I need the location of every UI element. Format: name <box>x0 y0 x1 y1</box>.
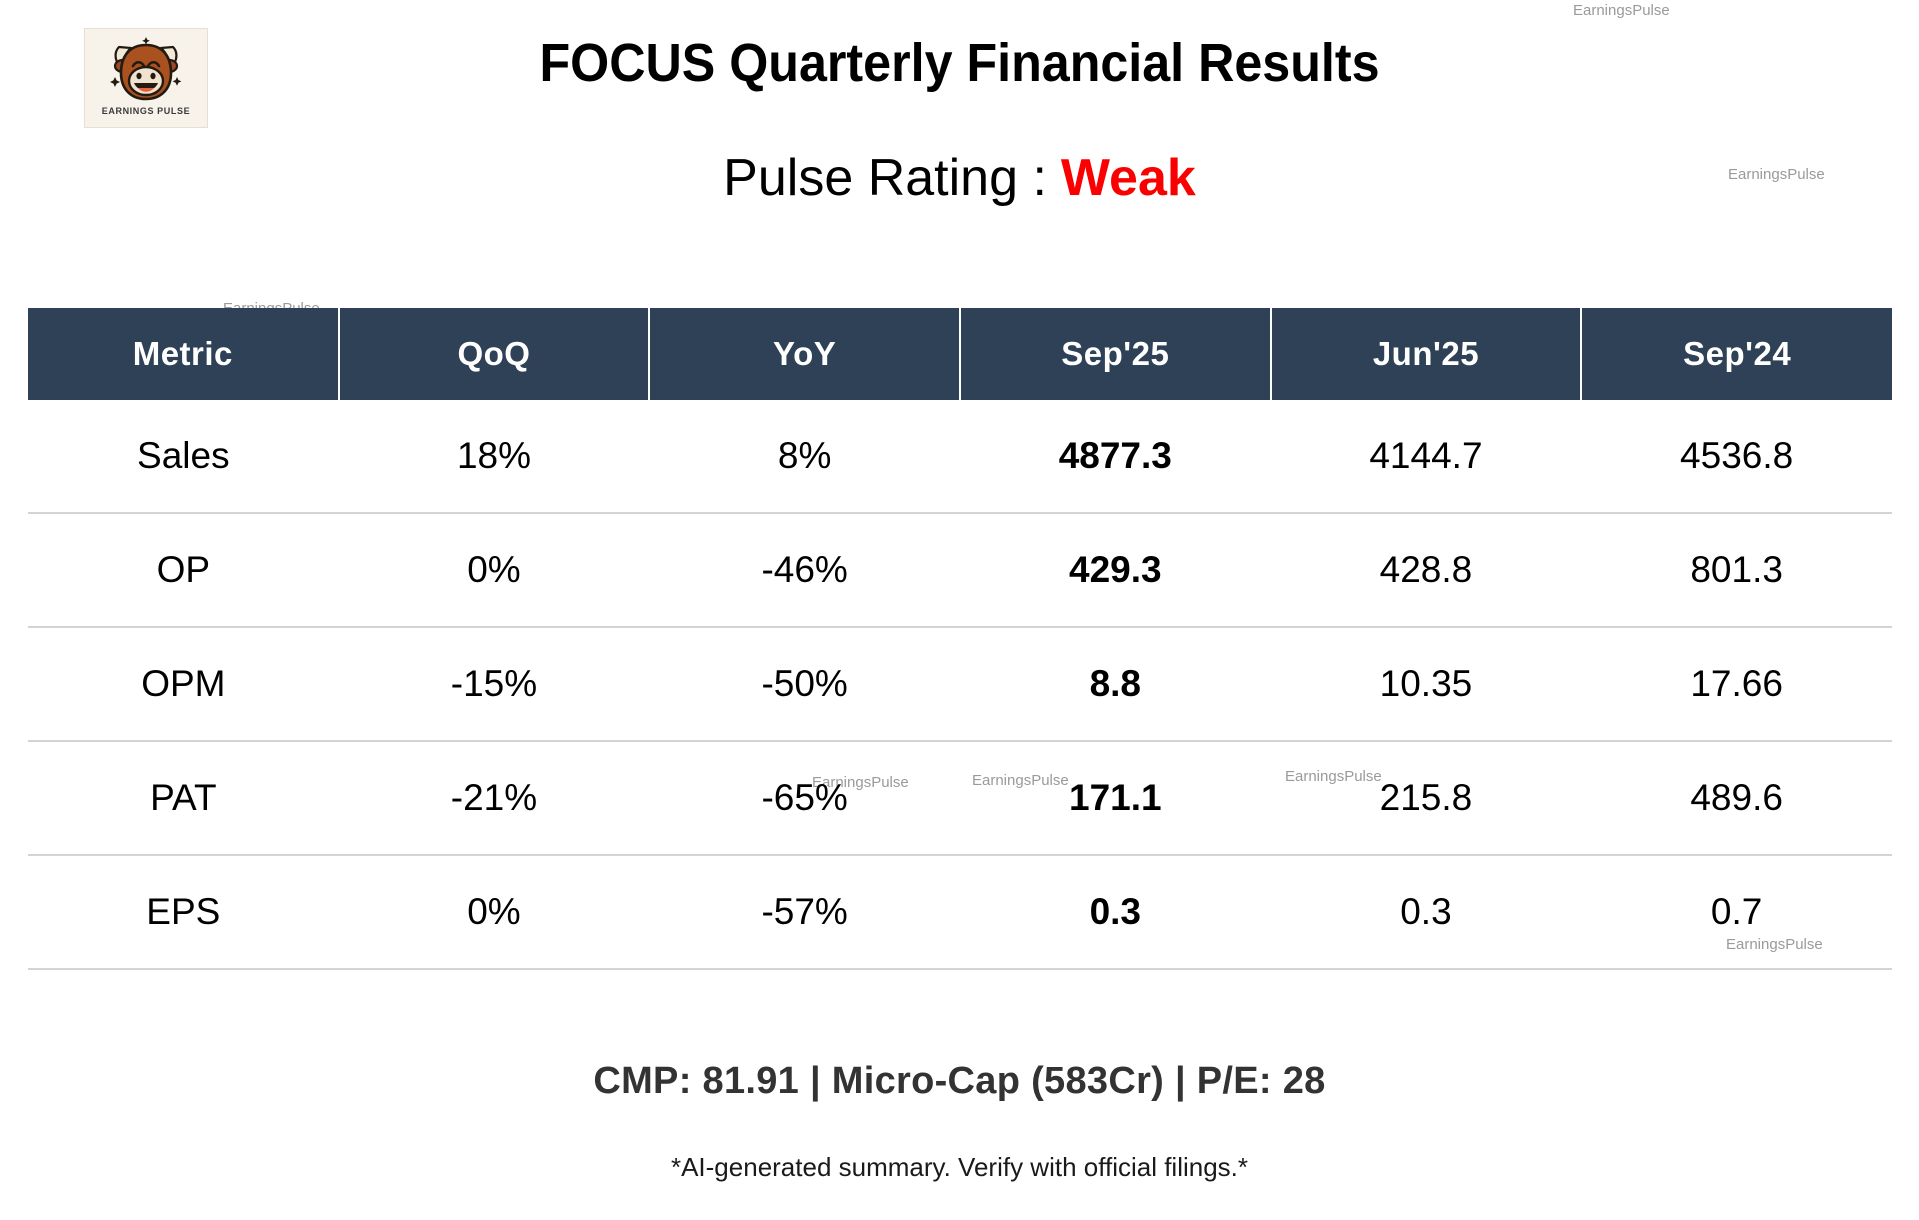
page-title: FOCUS Quarterly Financial Results <box>539 33 1380 93</box>
cell-yoy: -50% <box>649 627 960 742</box>
pulse-rating: Pulse Rating : Weak <box>0 148 1919 208</box>
results-table-container: Metric QoQ YoY Sep'25 Jun'25 Sep'24 Sale… <box>28 308 1892 970</box>
cell-yoy: -46% <box>649 513 960 628</box>
table-row: OPM -15% -50% 8.8 10.35 17.66 <box>28 627 1892 742</box>
cell-previous: 4144.7 <box>1270 400 1582 514</box>
table-row: EPS 0% -57% 0.3 0.3 0.7 <box>28 855 1892 970</box>
cell-year-ago: 801.3 <box>1581 513 1892 628</box>
cell-previous: 428.8 <box>1270 513 1582 628</box>
cell-metric: EPS <box>28 855 339 970</box>
bull-head-icon <box>107 33 185 105</box>
cell-qoq: 0% <box>338 855 650 970</box>
column-header-jun25: Jun'25 <box>1270 308 1583 400</box>
cell-qoq: -15% <box>338 627 650 742</box>
cell-previous: 10.35 <box>1270 627 1582 742</box>
cell-previous: 0.3 <box>1270 855 1582 970</box>
cell-qoq: 18% <box>338 400 650 514</box>
cell-current: 8.8 <box>959 627 1271 742</box>
pulse-rating-value: Weak <box>1060 149 1196 207</box>
table-row: Sales 18% 8% 4877.3 4144.7 4536.8 <box>28 400 1892 514</box>
cell-current: 4877.3 <box>959 400 1271 514</box>
cell-metric: OPM <box>28 627 339 742</box>
watermark: EarningsPulse <box>1573 2 1670 19</box>
cell-year-ago: 489.6 <box>1581 741 1892 856</box>
cell-current: 429.3 <box>959 513 1271 628</box>
cell-previous: 215.8 <box>1270 741 1582 856</box>
cell-year-ago: 0.7 <box>1581 855 1892 970</box>
column-header-yoy: YoY <box>649 308 961 400</box>
cell-metric: OP <box>28 513 339 628</box>
cell-metric: PAT <box>28 741 339 856</box>
cell-yoy: -65% <box>649 741 960 856</box>
results-table: Metric QoQ YoY Sep'25 Jun'25 Sep'24 Sale… <box>28 308 1892 970</box>
cell-yoy: -57% <box>649 855 960 970</box>
table-row: OP 0% -46% 429.3 428.8 801.3 <box>28 513 1892 628</box>
brand-logo: EARNINGS PULSE <box>84 28 208 128</box>
column-header-sep25: Sep'25 <box>959 308 1272 400</box>
cell-yoy: 8% <box>649 400 960 514</box>
cell-metric: Sales <box>28 400 339 514</box>
disclaimer-text: *AI-generated summary. Verify with offic… <box>670 1152 1249 1182</box>
column-header-metric: Metric <box>28 308 340 400</box>
cmp-summary: CMP: 81.91 | Micro-Cap (583Cr) | P/E: 28 <box>593 1060 1326 1102</box>
column-header-sep24: Sep'24 <box>1581 308 1892 400</box>
brand-logo-label: EARNINGS PULSE <box>101 106 191 116</box>
cell-qoq: 0% <box>338 513 650 628</box>
table-row: PAT -21% -65% 171.1 215.8 489.6 <box>28 741 1892 856</box>
column-header-qoq: QoQ <box>338 308 651 400</box>
cell-current: 171.1 <box>959 741 1271 856</box>
cell-qoq: -21% <box>338 741 650 856</box>
pulse-rating-label: Pulse Rating : <box>723 149 1047 207</box>
cell-year-ago: 4536.8 <box>1581 400 1892 514</box>
cell-current: 0.3 <box>959 855 1271 970</box>
cell-year-ago: 17.66 <box>1581 627 1892 742</box>
table-header-row: Metric QoQ YoY Sep'25 Jun'25 Sep'24 <box>28 308 1892 400</box>
